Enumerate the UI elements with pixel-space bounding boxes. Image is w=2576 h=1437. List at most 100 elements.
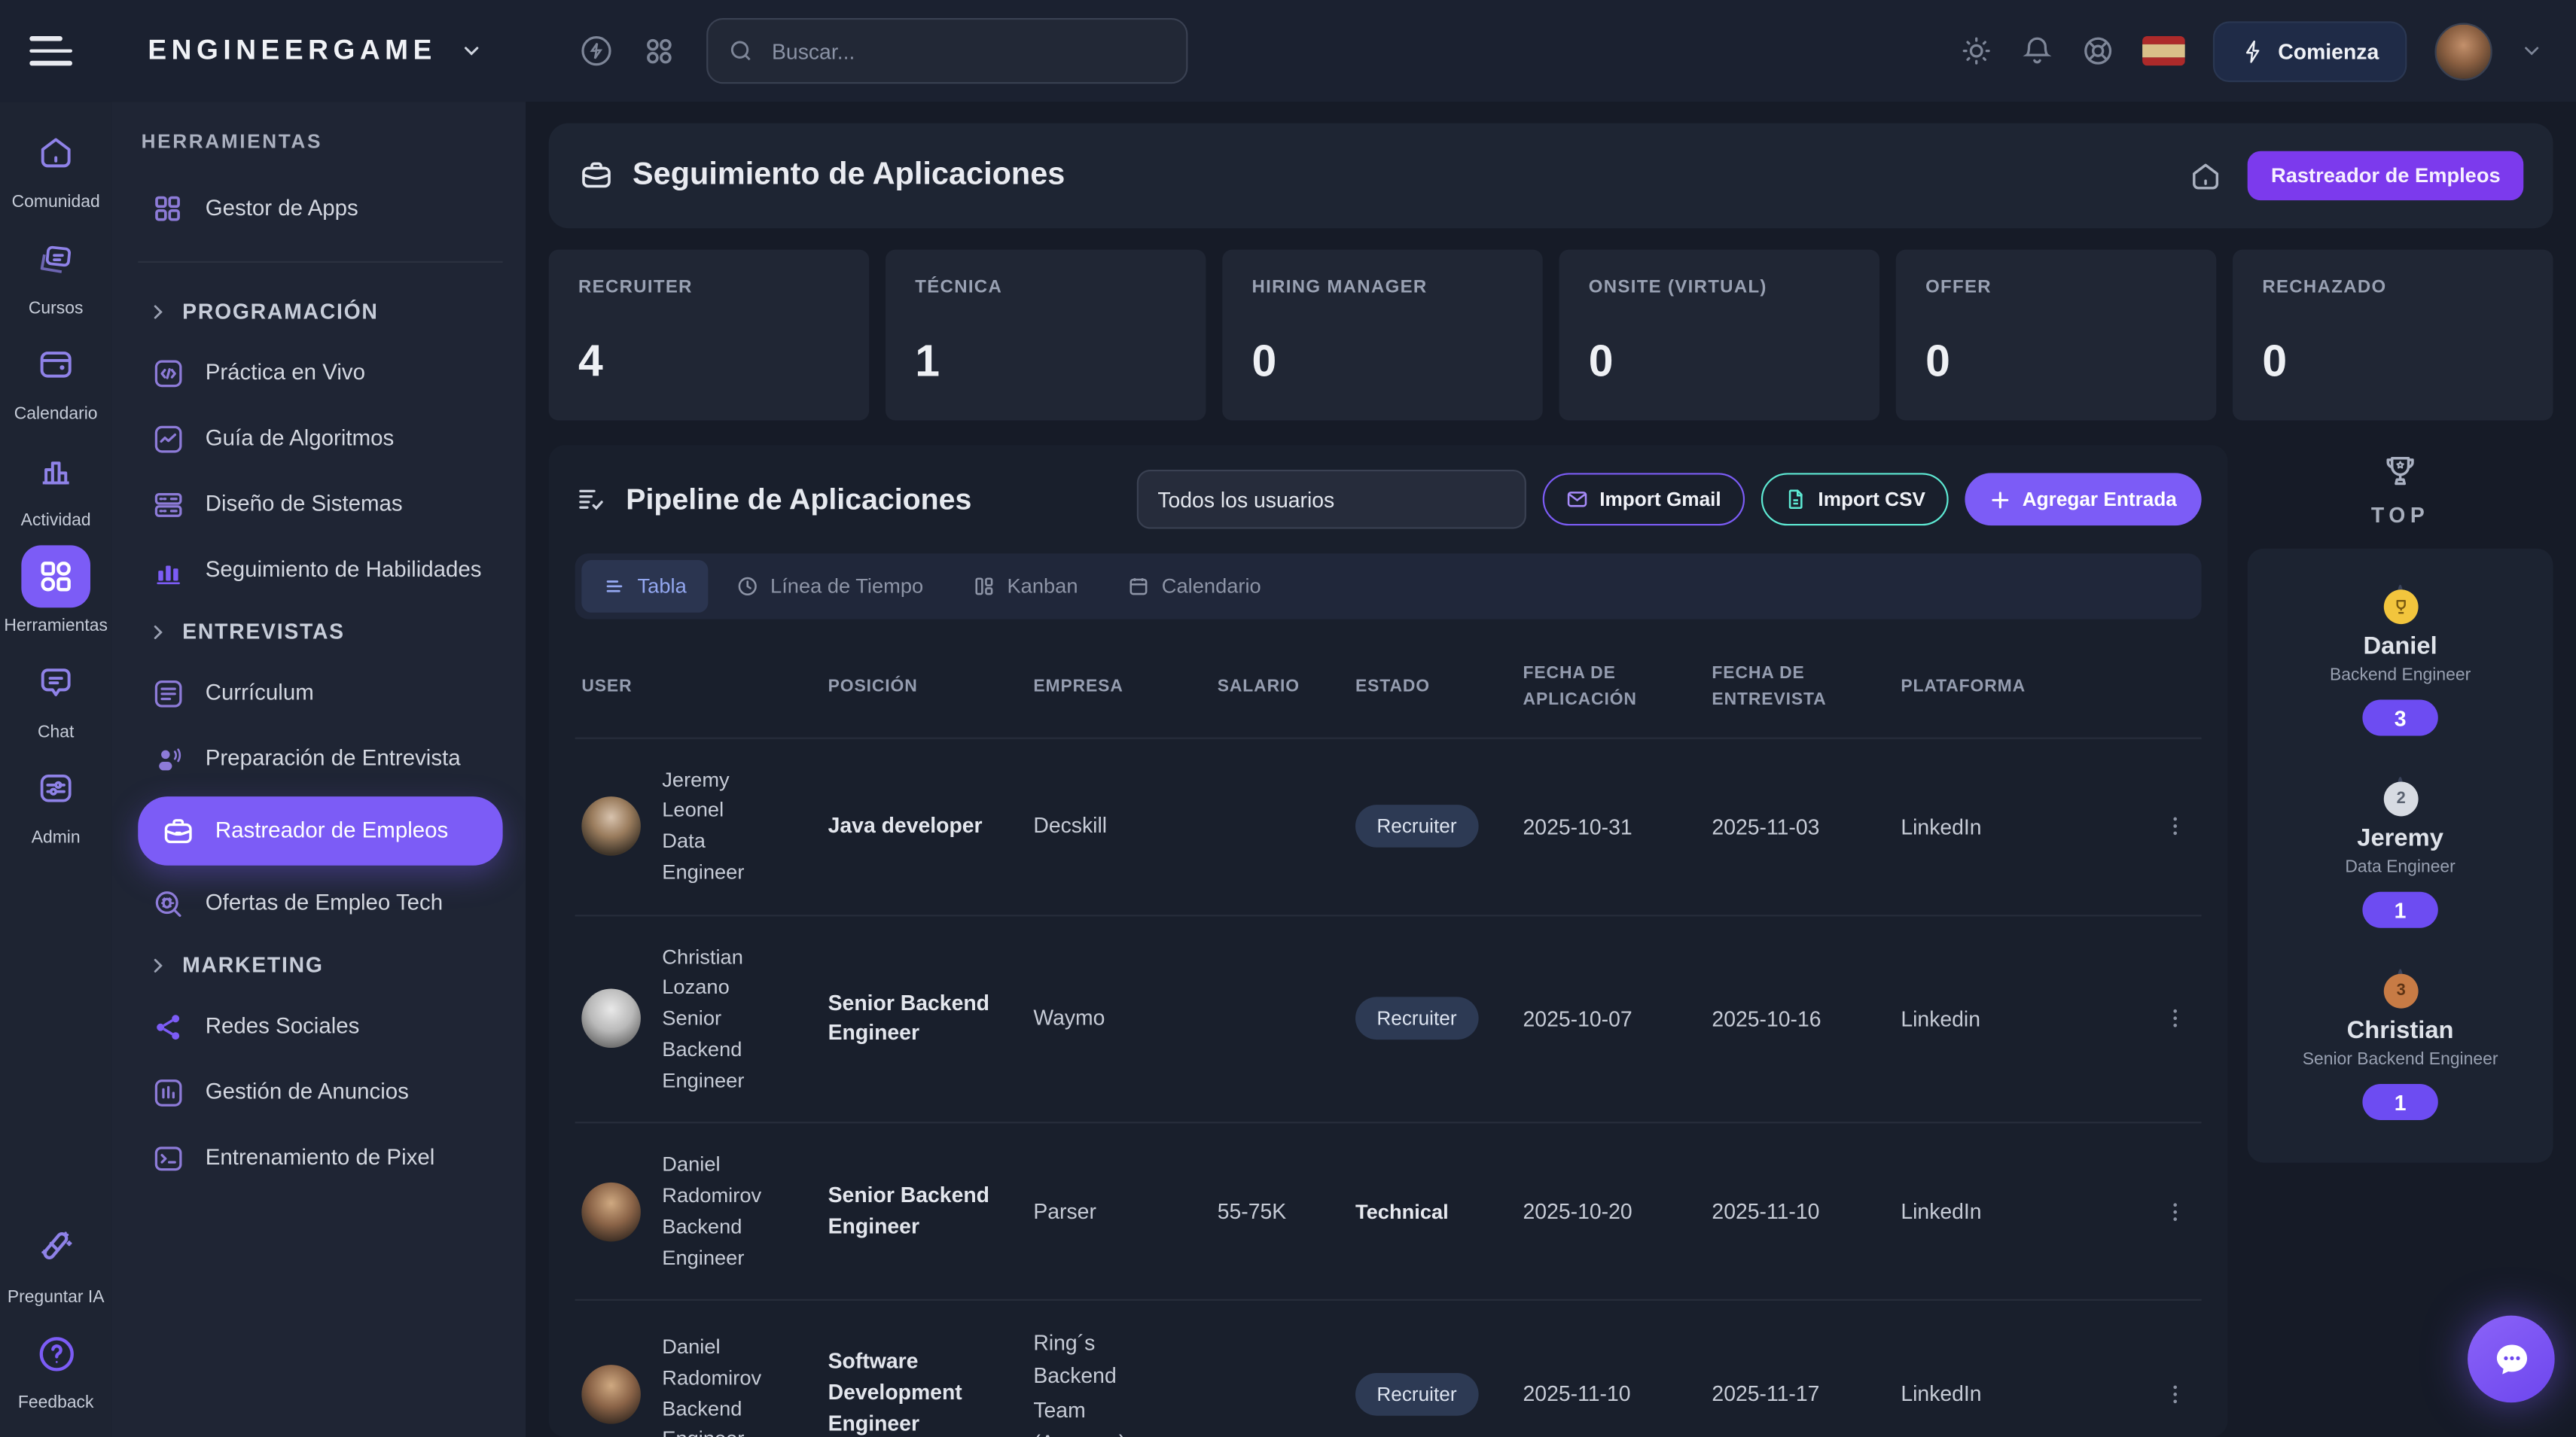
rail-item-feedback[interactable]: Feedback (0, 1323, 111, 1414)
avatar (581, 796, 641, 856)
pipeline-section: Pipeline de Aplicaciones Todos los usuar… (549, 445, 2228, 1437)
gold-trophy-badge (2384, 589, 2419, 624)
rail-item-herramientas[interactable]: Herramientas (0, 546, 111, 637)
search-bug-icon (148, 884, 187, 923)
notifications-bell-icon[interactable] (2020, 35, 2053, 68)
table-row[interactable]: Daniel Radomirov Backend Engineer Senior… (575, 1122, 2202, 1300)
interview-date-cell: 2025-11-03 (1712, 814, 1901, 839)
icon-rail: Comunidad Cursos Calendario Actividad (0, 102, 111, 1437)
leaderboard-entry[interactable]: 2 Jeremy Data Engineer 1 (2345, 780, 2455, 927)
table-row[interactable]: Christian Lozano Senior Backend Engineer… (575, 914, 2202, 1122)
avatar (581, 1182, 641, 1241)
sidebar-divider (138, 261, 502, 263)
view-tabs: Tabla Línea de Tiempo Kanb (575, 553, 2202, 619)
import-csv-button[interactable]: Import CSV (1761, 473, 1948, 525)
application-date-cell: 2025-10-07 (1523, 1006, 1712, 1031)
briefcase-icon (157, 811, 197, 851)
profile-chevron-down-icon[interactable] (2520, 39, 2544, 62)
home-icon[interactable] (2189, 159, 2224, 193)
rail-item-admin[interactable]: Admin (0, 757, 111, 848)
sidebar-group-entrevistas[interactable]: ENTREVISTAS (138, 603, 502, 660)
company-cell: Ring´s Backend Team (Amazon) (1033, 1327, 1194, 1437)
courses-icon (21, 227, 90, 290)
sidebar-item-guia-de-algoritmos[interactable]: Guía de Algoritmos (138, 406, 502, 471)
sidebar-item-entrenamiento-de-pixel[interactable]: Entrenamiento de Pixel (138, 1125, 502, 1191)
leaderboard-title: TOP (2371, 503, 2429, 528)
sidebar-item-rastreador-de-empleos[interactable]: Rastreador de Empleos (138, 796, 502, 866)
rail-item-chat[interactable]: Chat (0, 652, 111, 743)
add-entry-button[interactable]: Agregar Entrada (1965, 473, 2201, 525)
sidebar-group-marketing[interactable]: MARKETING (138, 936, 502, 994)
bolt-circle-icon[interactable] (578, 33, 614, 69)
sidebar-item-diseno-de-sistemas[interactable]: Seguimiento de Habilidades Diseño de Sis… (138, 471, 502, 537)
start-button[interactable]: Comienza (2212, 20, 2407, 81)
tab-kanban[interactable]: Kanban (951, 560, 1099, 613)
import-gmail-button[interactable]: Import Gmail (1542, 473, 1744, 525)
leaderboard-entry[interactable]: Daniel Backend Engineer 3 (2330, 588, 2471, 735)
tab-tabla[interactable]: Tabla (581, 560, 708, 613)
sidebar-group-programacion[interactable]: PROGRAMACIÓN (138, 282, 502, 339)
sidebar-item-redes-sociales[interactable]: Redes Sociales (138, 994, 502, 1059)
sidebar-item-gestor-de-apps[interactable]: Gestor de Apps (138, 175, 502, 241)
sidebar-item-ofertas-de-empleo-tech[interactable]: Ofertas de Empleo Tech (138, 870, 502, 936)
search-input[interactable] (769, 37, 1166, 65)
application-date-cell: 2025-10-31 (1523, 814, 1712, 839)
tab-calendario[interactable]: Calendario (1106, 560, 1282, 613)
application-date-cell: 2025-11-10 (1523, 1381, 1712, 1406)
row-menu-icon[interactable] (2162, 813, 2188, 839)
chat-fab-button[interactable] (2468, 1316, 2555, 1403)
sidebar-item-preparacion-de-entrevista[interactable]: Preparación de Entrevista (138, 726, 502, 791)
stats-row: RECRUITER 4 TÉCNICA 1 HIRING MANAGER 0 O… (549, 250, 2553, 421)
user-avatar[interactable] (2434, 22, 2492, 79)
apps-grid-icon[interactable] (640, 33, 676, 69)
page-title: Seguimiento de Aplicaciones (633, 157, 1065, 193)
sidebar-item-practica-en-vivo[interactable]: Práctica en Vivo (138, 340, 502, 406)
row-menu-icon[interactable] (2162, 1006, 2188, 1032)
search-bar[interactable] (706, 18, 1187, 84)
help-lifebuoy-icon[interactable] (2081, 35, 2114, 68)
stat-card-onsite: ONSITE (VIRTUAL) 0 (1559, 250, 1879, 421)
row-menu-icon[interactable] (2162, 1381, 2188, 1407)
platform-cell: LinkedIn (1901, 1199, 2098, 1224)
user-filter-select[interactable]: Todos los usuarios (1136, 470, 1526, 529)
table-row[interactable]: Jeremy Leonel Data Engineer Java develop… (575, 737, 2202, 915)
calendar-icon (21, 333, 90, 396)
menu-hamburger-icon[interactable] (29, 37, 72, 65)
application-date-cell: 2025-10-20 (1523, 1199, 1712, 1224)
silver-medal-badge: 2 (2384, 782, 2419, 817)
bar-chart-icon (148, 550, 187, 589)
table-row[interactable]: Daniel Radomirov Backend Engineer Softwa… (575, 1299, 2202, 1437)
theme-sun-icon[interactable] (1959, 35, 1992, 68)
interview-date-cell: 2025-10-16 (1712, 1006, 1901, 1031)
briefcase-icon (578, 157, 614, 193)
magic-wand-icon (21, 1217, 90, 1280)
rail-item-actividad[interactable]: Actividad (0, 440, 111, 531)
tools-sidebar: HERRAMIENTAS Gestor de Apps PROGRAMACIÓN… (111, 102, 526, 1437)
logo-chevron-down-icon[interactable] (459, 39, 483, 62)
app-window: ENGINEERGAME (0, 0, 2576, 1437)
chat-bubble-icon (21, 652, 90, 714)
sidebar-item-seguimiento-de-habilidades[interactable]: Seguimiento de Habilidades (138, 537, 502, 602)
rail-item-comunidad[interactable]: Comunidad (0, 121, 111, 212)
interview-date-cell: 2025-11-10 (1712, 1199, 1901, 1224)
position-cell: Java developer (828, 811, 1022, 842)
app-logo[interactable]: ENGINEERGAME (148, 35, 437, 68)
admin-sliders-icon (21, 757, 90, 820)
rail-item-calendario[interactable]: Calendario (0, 333, 111, 425)
rail-item-cursos[interactable]: Cursos (0, 227, 111, 318)
sidebar-item-gestion-de-anuncios[interactable]: Gestión de Anuncios (138, 1059, 502, 1125)
table-header-row: USER POSICIÓN EMPRESA SALARIO ESTADO FEC… (575, 629, 2202, 737)
share-icon (148, 1006, 187, 1046)
position-cell: Senior Backend Engineer (828, 1181, 1022, 1243)
status-badge: Recruiter (1355, 805, 1478, 848)
platform-cell: LinkedIn (1901, 814, 2098, 839)
sidebar-item-curriculum[interactable]: Currículum (138, 660, 502, 726)
row-menu-icon[interactable] (2162, 1198, 2188, 1225)
leaderboard-entry[interactable]: 3 Christian Senior Backend Engineer 1 (2303, 973, 2498, 1120)
tab-linea-de-tiempo[interactable]: Línea de Tiempo (715, 560, 945, 613)
applications-table: USER POSICIÓN EMPRESA SALARIO ESTADO FEC… (575, 629, 2202, 1437)
rail-item-preguntar-ia[interactable]: Preguntar IA (0, 1217, 111, 1308)
spain-flag-icon[interactable] (2142, 36, 2184, 65)
job-tracker-badge[interactable]: Rastreador de Empleos (2248, 151, 2523, 200)
server-icon (148, 485, 187, 524)
